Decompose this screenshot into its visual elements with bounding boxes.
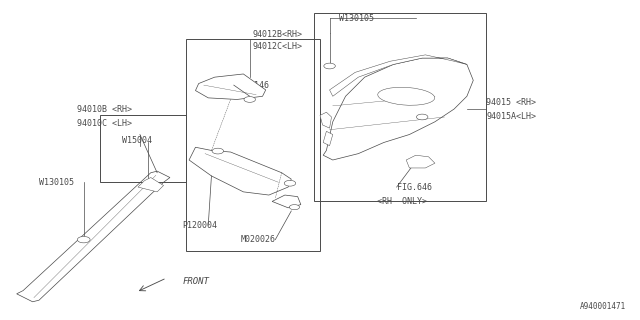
Circle shape: [417, 114, 428, 120]
Ellipse shape: [378, 87, 435, 105]
Text: W130105: W130105: [39, 178, 74, 187]
Polygon shape: [323, 131, 333, 146]
Circle shape: [77, 236, 90, 243]
Text: M020026: M020026: [240, 235, 275, 244]
Text: <RH  ONLY>: <RH ONLY>: [378, 197, 428, 206]
Text: 94010B <RH>: 94010B <RH>: [77, 105, 132, 114]
Text: 94015 <RH>: 94015 <RH>: [486, 98, 536, 107]
Text: 94015A<LH>: 94015A<LH>: [486, 113, 536, 122]
Text: 94012B<RH>: 94012B<RH>: [253, 30, 303, 39]
Text: FIG.646: FIG.646: [397, 183, 431, 192]
Polygon shape: [330, 55, 467, 96]
Circle shape: [289, 204, 300, 210]
Polygon shape: [323, 58, 473, 160]
Circle shape: [244, 97, 255, 102]
Text: 94010C <LH>: 94010C <LH>: [77, 119, 132, 128]
Polygon shape: [189, 147, 291, 195]
Polygon shape: [17, 171, 170, 302]
Bar: [314, 13, 486, 201]
Polygon shape: [195, 74, 266, 100]
Polygon shape: [320, 112, 332, 128]
Polygon shape: [406, 155, 435, 168]
Text: P120004: P120004: [182, 221, 218, 230]
Text: FRONT: FRONT: [182, 276, 209, 285]
Circle shape: [212, 148, 223, 154]
Text: A940001471: A940001471: [580, 302, 627, 311]
Bar: [186, 39, 320, 251]
Circle shape: [284, 180, 296, 186]
Text: 94012C<LH>: 94012C<LH>: [253, 42, 303, 52]
Bar: [100, 116, 186, 182]
Text: W130146: W130146: [234, 81, 269, 90]
Polygon shape: [138, 178, 164, 192]
Circle shape: [324, 63, 335, 69]
Text: W15004: W15004: [122, 136, 152, 145]
Polygon shape: [272, 195, 301, 208]
Text: W130105: W130105: [339, 14, 374, 23]
